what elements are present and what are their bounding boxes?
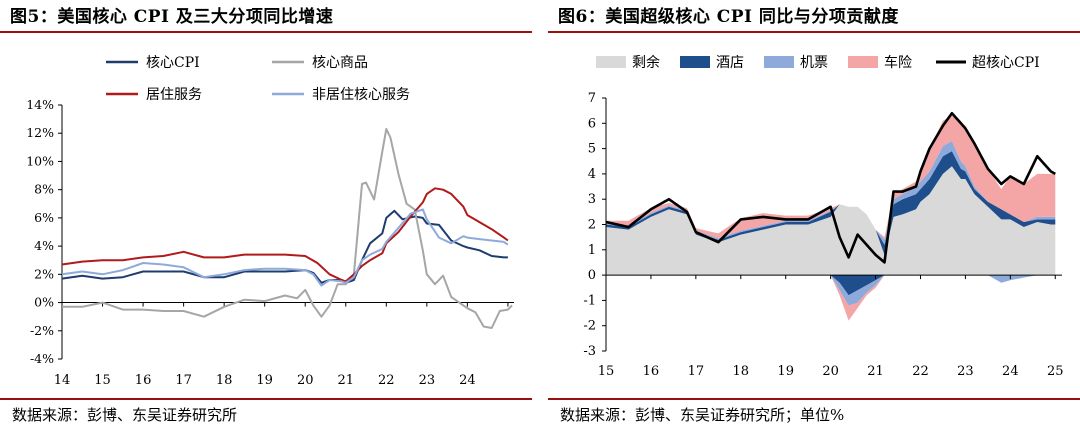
title-rule bbox=[0, 31, 532, 33]
x-tick-label: 18 bbox=[216, 373, 233, 388]
chart-title: 图5：美国核心 CPI 及三大分项同比增速 bbox=[10, 7, 334, 27]
source-note: 数据来源：彭博、东吴证券研究所 bbox=[12, 406, 238, 424]
x-tick-label: 22 bbox=[378, 373, 395, 388]
legend-label: 车险 bbox=[884, 54, 912, 71]
y-tick-label: 1 bbox=[588, 243, 596, 258]
chart-title: 图6：美国超级核心 CPI 同比与分项贡献度 bbox=[558, 7, 899, 27]
y-tick-label: 6 bbox=[588, 116, 596, 131]
x-tick-label: 21 bbox=[867, 364, 884, 379]
series-line bbox=[62, 128, 513, 329]
legend-swatch bbox=[596, 56, 626, 68]
y-tick-label: -4% bbox=[30, 351, 54, 366]
x-tick-label: 18 bbox=[733, 364, 750, 379]
series-line bbox=[605, 111, 1056, 264]
y-tick-label: 0% bbox=[34, 295, 54, 310]
y-tick-label: 8% bbox=[34, 182, 54, 197]
x-tick-label: 24 bbox=[459, 373, 476, 388]
source-note: 数据来源：彭博、东吴证券研究所；单位% bbox=[560, 406, 845, 424]
stack-area-positive bbox=[606, 166, 1056, 276]
x-tick-label: 15 bbox=[94, 373, 111, 388]
source-rule bbox=[0, 398, 532, 400]
chart-panel-core-cpi: 图5：美国核心 CPI 及三大分项同比增速 核心CPI 核心商品居住服务 非居住核心… bbox=[0, 0, 532, 432]
x-tick-label: 16 bbox=[135, 373, 152, 388]
x-tick-label: 19 bbox=[256, 373, 273, 388]
legend-swatch bbox=[848, 56, 878, 68]
y-tick-label: 0 bbox=[588, 268, 596, 283]
legend-label: 核心商品 bbox=[312, 55, 368, 71]
x-tick-label: 17 bbox=[688, 364, 705, 379]
y-tick-label: 4% bbox=[34, 238, 54, 253]
x-tick-label: 14 bbox=[54, 373, 71, 388]
legend-swatch bbox=[764, 56, 794, 68]
x-tick-label: 22 bbox=[912, 364, 929, 379]
legend-label: 剩余 bbox=[632, 54, 660, 71]
series-line bbox=[61, 209, 508, 284]
x-tick-label: 23 bbox=[419, 373, 436, 388]
legend-label: 酒店 bbox=[716, 55, 744, 71]
legend-swatch bbox=[680, 56, 710, 68]
y-tick-label: 5 bbox=[588, 142, 596, 157]
y-tick-label: 4 bbox=[588, 167, 596, 182]
y-tick-label: 2 bbox=[588, 218, 596, 233]
y-tick-label: 3 bbox=[588, 192, 596, 207]
source-rule bbox=[548, 398, 1080, 400]
legend-label: 非居住核心服务 bbox=[312, 87, 410, 103]
x-tick-label: 23 bbox=[957, 364, 974, 379]
x-tick-label: 20 bbox=[822, 364, 839, 379]
y-tick-label: 10% bbox=[26, 153, 54, 168]
x-tick-label: 17 bbox=[175, 373, 192, 388]
x-tick-label: 20 bbox=[297, 373, 314, 388]
title-rule bbox=[548, 31, 1080, 33]
legend-label: 居住服务 bbox=[146, 87, 202, 103]
stack-area-negative bbox=[606, 275, 1056, 321]
y-tick-label: 14% bbox=[26, 97, 54, 112]
x-tick-label: 25 bbox=[1047, 364, 1064, 379]
x-tick-label: 24 bbox=[1002, 364, 1019, 379]
y-tick-label: 2% bbox=[34, 266, 54, 281]
legend-label: 超核心CPI bbox=[972, 55, 1040, 71]
y-tick-label: 6% bbox=[34, 210, 54, 225]
y-tick-label: -2% bbox=[30, 323, 54, 338]
y-tick-label: 12% bbox=[26, 125, 54, 140]
chart-panel-supercore-cpi: 图6：美国超级核心 CPI 同比与分项贡献度 剩余 酒店 机票 车险 超核心CPI 7 6 5… bbox=[548, 0, 1080, 432]
y-tick-label: -3 bbox=[583, 344, 596, 359]
x-tick-label: 16 bbox=[643, 364, 660, 379]
x-tick-label: 19 bbox=[777, 364, 794, 379]
y-tick-label: 7 bbox=[588, 91, 596, 106]
legend-label: 核心CPI bbox=[146, 55, 200, 71]
stack-area-negative bbox=[606, 275, 1056, 306]
y-tick-label: -2 bbox=[583, 319, 596, 334]
legend-label: 机票 bbox=[800, 55, 828, 71]
y-tick-label: -1 bbox=[583, 293, 596, 308]
x-tick-label: 21 bbox=[337, 373, 354, 388]
series-line bbox=[61, 187, 509, 283]
x-tick-label: 15 bbox=[598, 364, 615, 379]
series-line bbox=[61, 208, 509, 287]
